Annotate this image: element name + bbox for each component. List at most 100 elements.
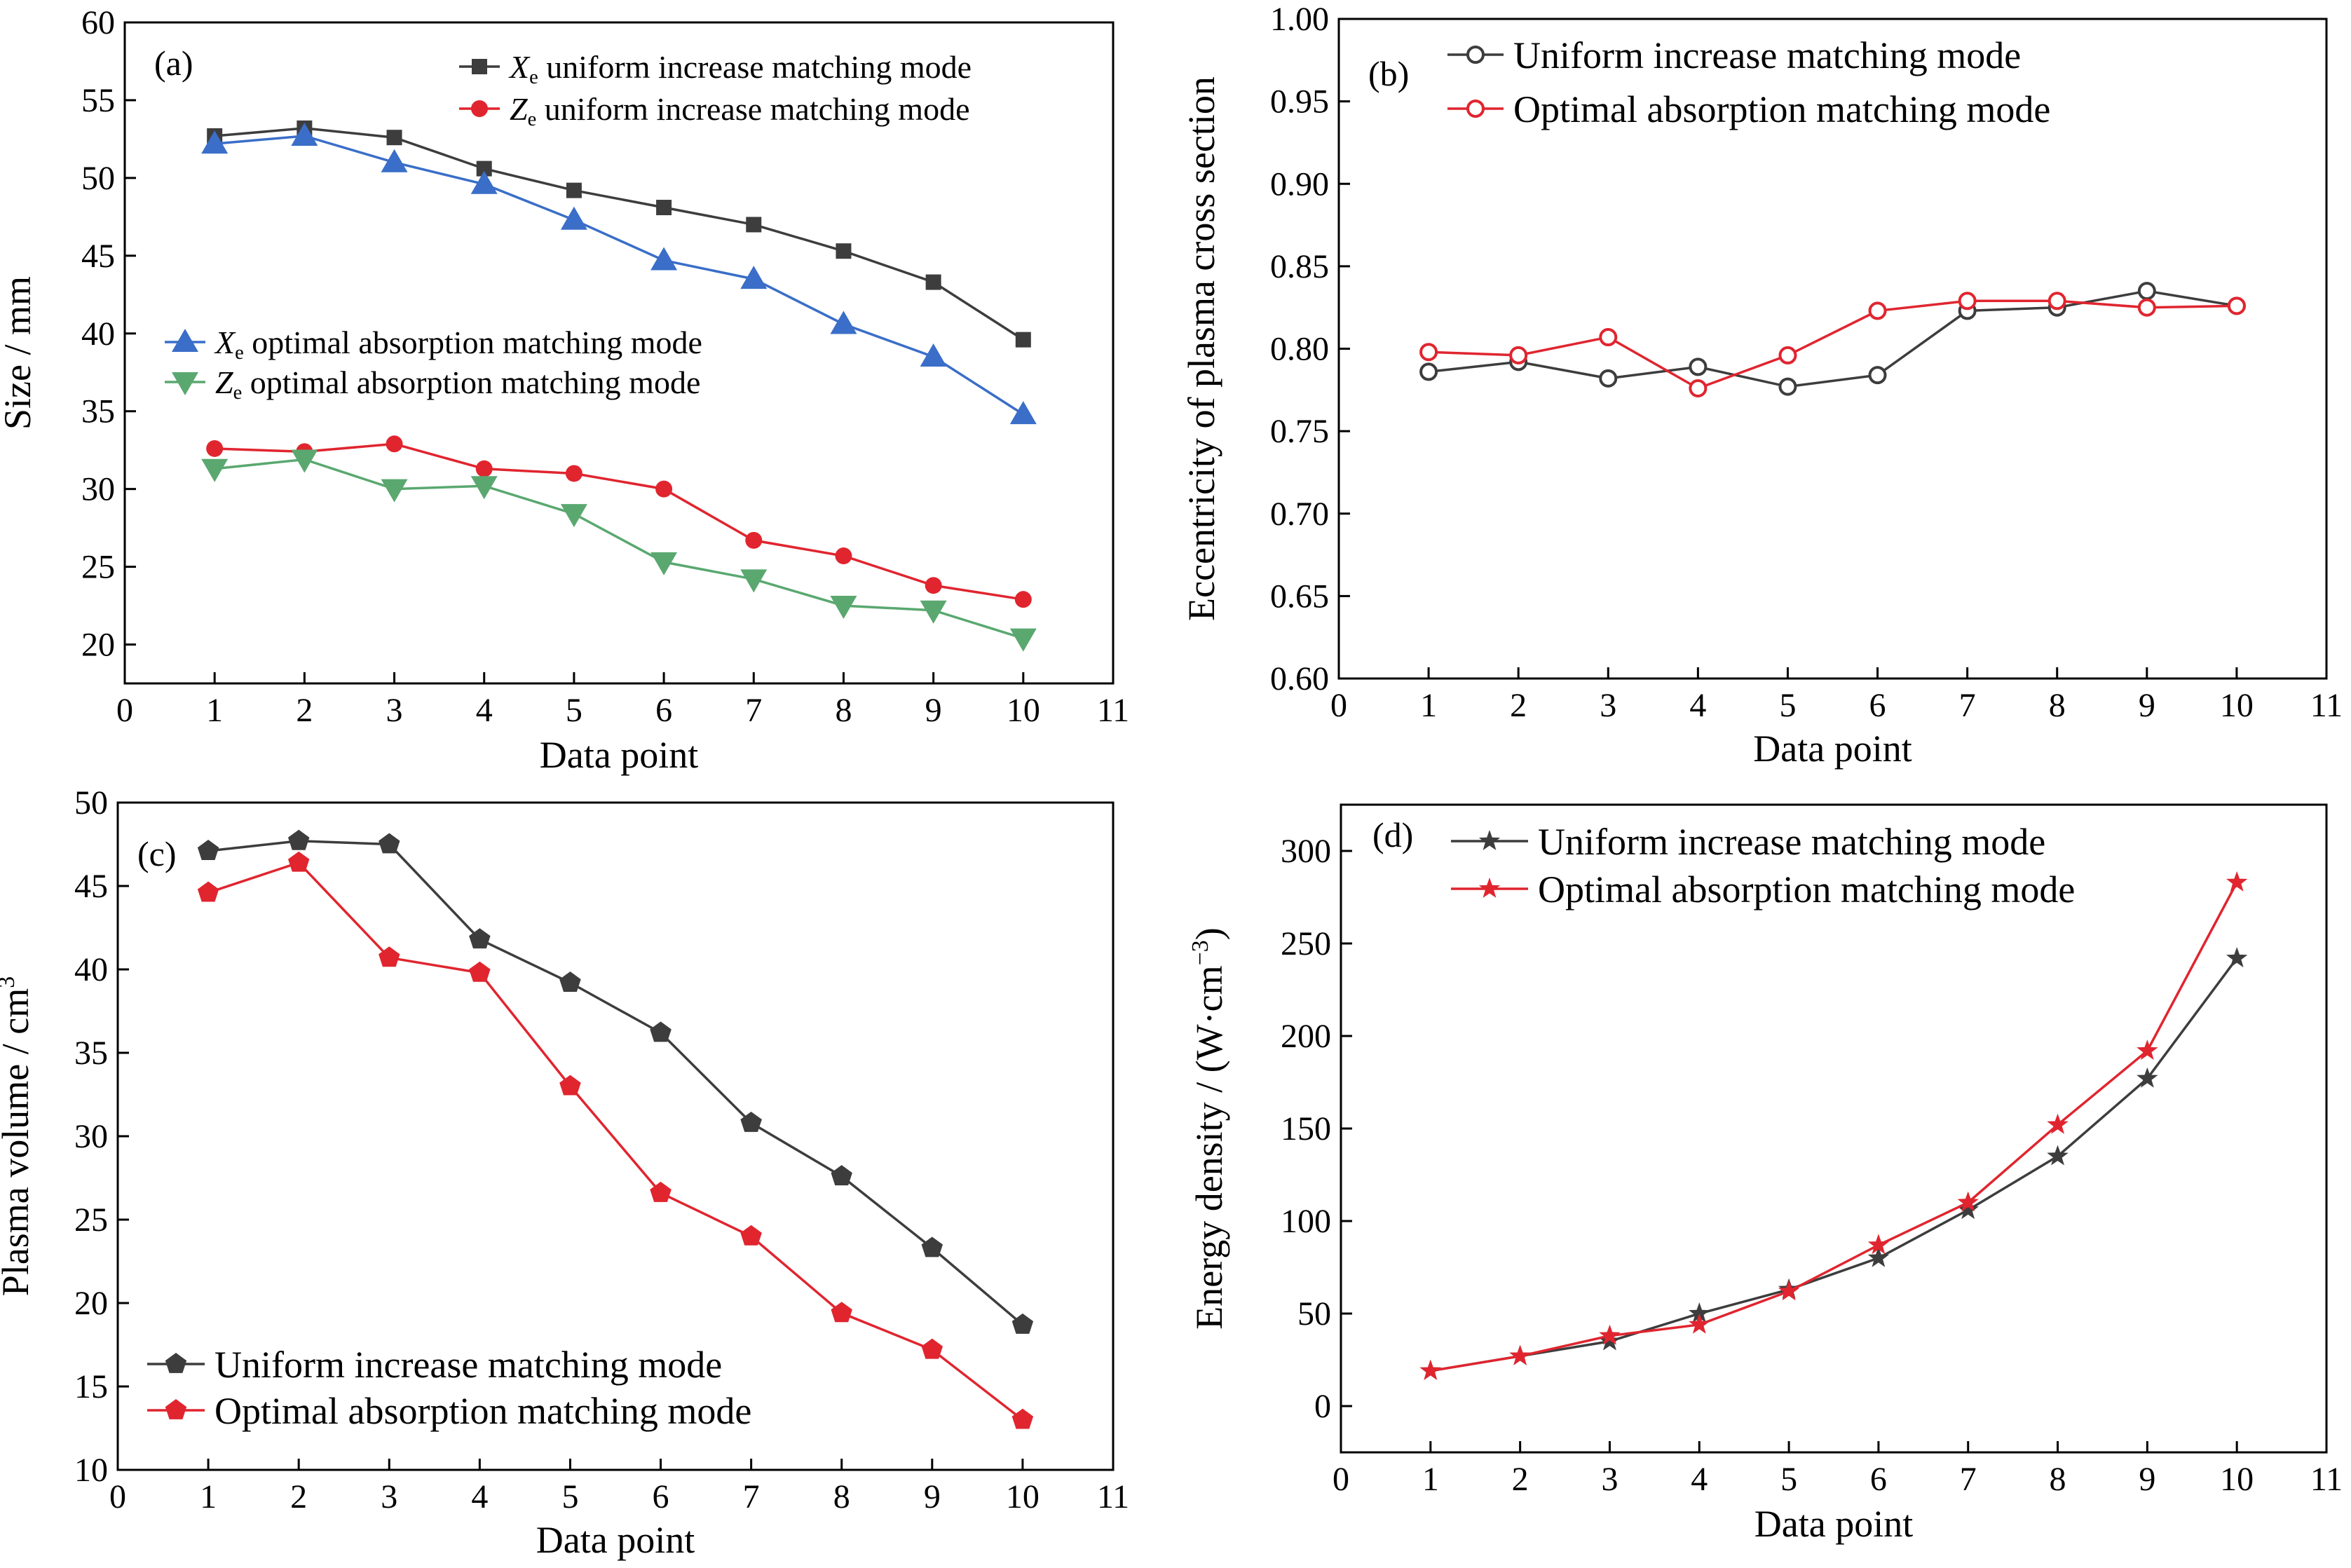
y-tick-label: 10 [74, 1452, 108, 1489]
series-3 [201, 122, 1037, 425]
series-2 [1419, 292, 2246, 397]
data-point [291, 122, 318, 146]
y-tick-label: 15 [74, 1368, 108, 1405]
x-tick-label: 2 [1512, 1461, 1529, 1498]
data-point [1778, 346, 1797, 364]
data-point [381, 479, 408, 503]
data-point [1958, 292, 1977, 311]
legend-marker [165, 1353, 187, 1373]
chart-panel-b: 0 1 2 3 4 5 6 7 8 9 10 11 0.60 0.65 0.70 0.75 0.80 0.85 0.… [1180, 1, 2343, 770]
data-point [920, 600, 947, 624]
data-point [386, 130, 402, 146]
data-point [566, 182, 582, 198]
panel-label: (a) [154, 43, 193, 83]
data-point [920, 343, 947, 367]
data-point [476, 161, 492, 177]
series-line [1430, 882, 2238, 1372]
series-line [1430, 957, 2238, 1372]
data-point [1868, 366, 1887, 385]
data-point [740, 1112, 762, 1132]
x-tick-label: 8 [833, 1478, 850, 1515]
x-tick-label: 4 [1691, 1461, 1708, 1498]
data-point [381, 149, 408, 172]
series-line [214, 442, 1024, 601]
y-tick-label: 0.85 [1270, 248, 1329, 285]
series-2 [206, 435, 1032, 608]
legend-marker [472, 59, 487, 74]
series-line [207, 861, 1023, 1421]
data-point [197, 881, 219, 902]
legend-marker [1478, 830, 1501, 850]
x-tick-label: 4 [1689, 687, 1706, 724]
x-tick-label: 6 [1869, 687, 1886, 724]
data-point [656, 200, 672, 216]
chart-panel-d: 0 1 2 3 4 5 6 7 8 9 10 11 0 50 100 150 200 250 300 Data poi… [1187, 803, 2343, 1545]
x-tick-label: 7 [745, 692, 762, 729]
x-tick-label: 9 [2139, 687, 2155, 724]
data-point [1009, 628, 1037, 652]
x-tick-label: 0 [116, 692, 133, 729]
data-point [1009, 401, 1037, 425]
x-tick-label: 8 [2049, 687, 2066, 724]
x-tick-label: 5 [1780, 1461, 1797, 1498]
data-point [1599, 369, 1618, 388]
x-axis-title: Data point [1753, 728, 1912, 770]
data-point [379, 833, 400, 854]
data-point [1778, 377, 1797, 396]
y-tick-label: 300 [1281, 833, 1331, 870]
x-tick-label: 3 [381, 1478, 397, 1515]
series-line [214, 458, 1024, 640]
data-point [2226, 871, 2248, 892]
y-tick-label: 0.80 [1270, 331, 1329, 368]
x-tick-label: 11 [2310, 687, 2343, 724]
x-tick-label: 8 [835, 692, 852, 729]
x-tick-label: 2 [1510, 687, 1527, 724]
data-point [655, 480, 673, 498]
legend-entry: Optimal absorption matching mode [1447, 88, 2050, 130]
x-tick-label: 5 [561, 1478, 578, 1515]
series-1 [207, 120, 1031, 348]
y-tick-label: 0 [1314, 1388, 1331, 1425]
data-point [2137, 1067, 2158, 1088]
x-tick-label: 11 [1097, 692, 1129, 729]
data-point [1957, 1191, 1979, 1212]
y-tick-label: 35 [74, 1035, 108, 1072]
data-point [650, 552, 678, 575]
y-tick-label: 0.95 [1270, 83, 1329, 121]
x-tick-label: 2 [290, 1478, 307, 1515]
y-tick-label: 30 [74, 1118, 108, 1155]
y-tick-label: 40 [81, 315, 115, 353]
data-point [201, 458, 229, 482]
y-tick-label: 150 [1281, 1110, 1331, 1147]
legend-marker [172, 372, 198, 395]
x-tick-label: 1 [206, 692, 223, 729]
data-point [835, 547, 852, 565]
legend-label: Uniform increase matching mode [1538, 821, 2045, 863]
data-point [740, 569, 768, 593]
series-line [214, 127, 1024, 341]
data-point [1014, 591, 1032, 608]
x-tick-label: 10 [1007, 692, 1040, 729]
x-tick-label: 8 [2050, 1461, 2066, 1498]
data-point [1509, 1344, 1531, 1365]
data-point [2226, 947, 2248, 968]
legend-entry: Optimal absorption matching mode [147, 1390, 751, 1432]
x-tick-label: 0 [1330, 687, 1347, 724]
series-line [1428, 289, 2237, 388]
legend-entry: Optimal absorption matching mode [1451, 868, 2075, 911]
data-point [830, 311, 857, 334]
legend-marker [165, 1399, 187, 1419]
data-point [740, 1225, 762, 1246]
x-tick-label: 10 [1006, 1478, 1040, 1515]
series-1 [1419, 947, 2248, 1380]
x-tick-label: 5 [1779, 687, 1796, 724]
y-tick-label: 100 [1281, 1203, 1331, 1240]
legend-marker [471, 100, 488, 117]
legend-entry: Uniform increase matching mode [147, 1344, 722, 1386]
x-tick-label: 6 [653, 1478, 669, 1515]
data-point [1689, 1302, 1710, 1323]
x-tick-label: 4 [476, 692, 493, 729]
legend: Uniform increase matching mode Optimal ab… [1451, 821, 2075, 911]
